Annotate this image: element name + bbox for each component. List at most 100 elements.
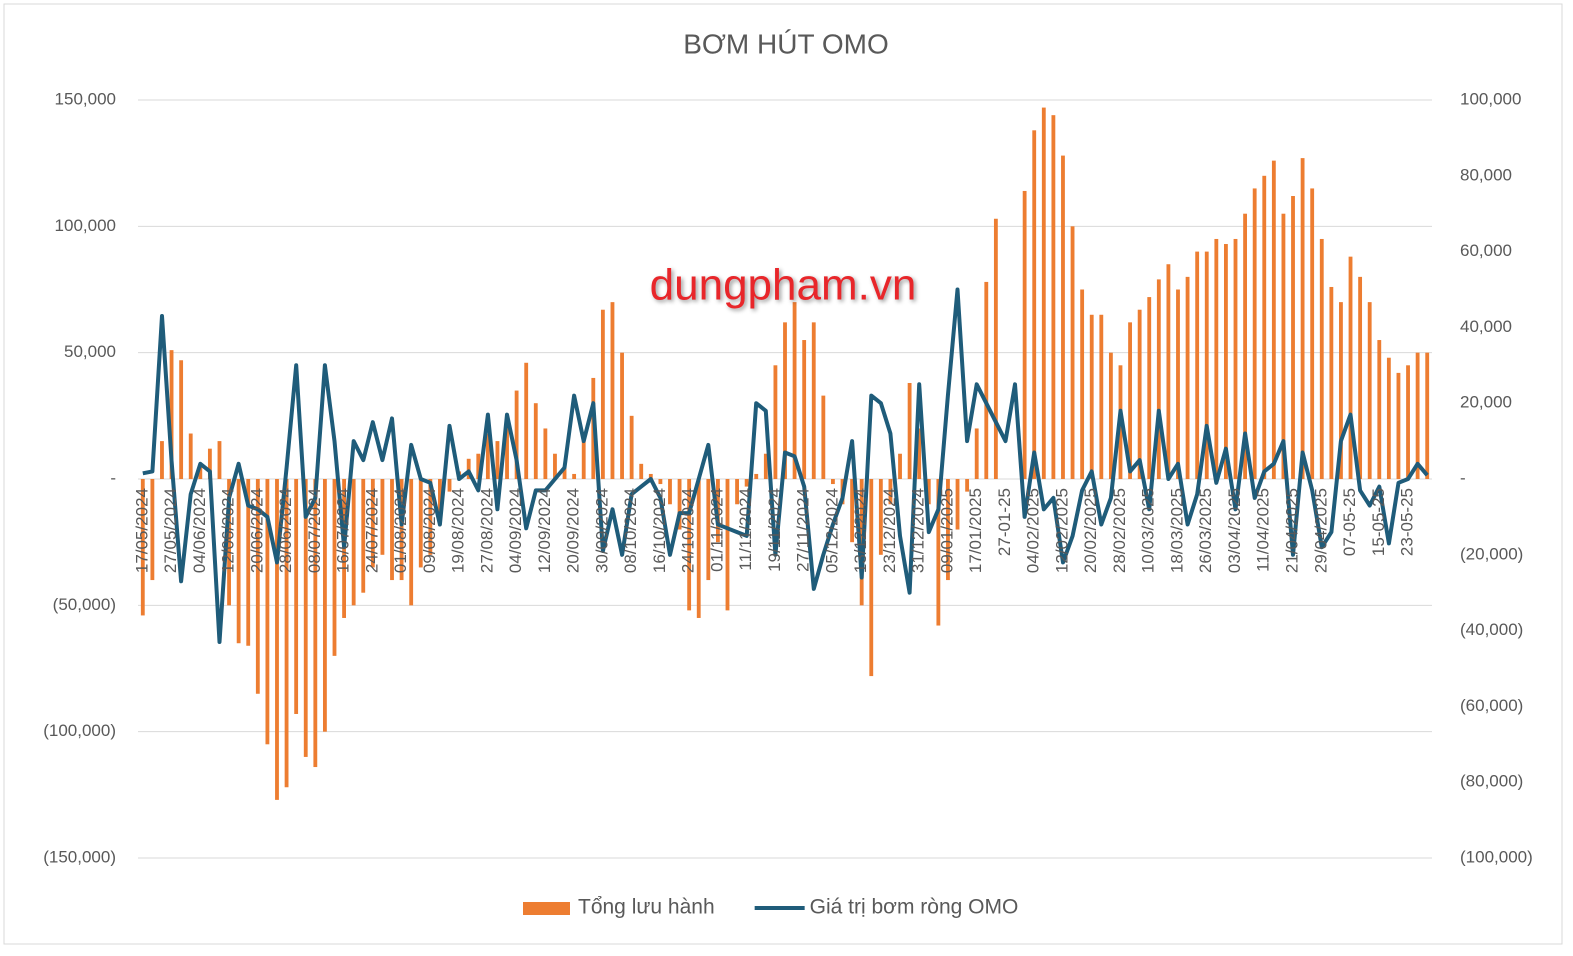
legend-label: Giá trị bơm ròng OMO	[810, 896, 1019, 919]
bar	[1271, 160, 1276, 479]
bar	[773, 365, 778, 479]
x-tick-label: 08/10/2024	[621, 488, 640, 573]
x-tick-label: 23-05-25	[1398, 488, 1417, 556]
bar	[322, 479, 327, 732]
x-tick-label: 31/12/2024	[909, 488, 928, 573]
bar	[744, 479, 749, 487]
bar	[1204, 251, 1209, 479]
y-tick-label: 150,000	[55, 89, 116, 108]
x-tick-label: 08/07/2024	[305, 488, 324, 573]
bar	[514, 390, 519, 479]
x-tick-label: 12/02/2025	[1052, 488, 1071, 573]
x-tick-label: 21/04/2025	[1282, 488, 1301, 573]
bar	[1128, 322, 1132, 479]
bar	[1185, 276, 1190, 479]
bar	[265, 479, 270, 745]
bar	[1310, 188, 1315, 479]
bar	[533, 403, 538, 479]
bar	[236, 479, 241, 644]
bar	[1156, 279, 1161, 479]
y2-tick-label: (20,000)	[1460, 544, 1523, 563]
bar	[1032, 130, 1037, 479]
bar	[140, 479, 145, 616]
y2-tick-label: (100,000)	[1460, 847, 1533, 866]
bar	[1070, 226, 1075, 479]
bar	[1415, 352, 1420, 479]
bar	[888, 479, 893, 505]
bar	[495, 441, 500, 479]
x-tick-label: 05/12/2024	[822, 488, 841, 573]
bar	[1291, 196, 1295, 479]
bar	[1377, 340, 1382, 479]
y2-tick-label: (60,000)	[1460, 696, 1523, 715]
bar	[620, 352, 624, 479]
x-tick-label: 19/11/2024	[765, 488, 784, 572]
bar	[1319, 238, 1324, 479]
bar	[696, 479, 701, 618]
bar	[1367, 302, 1372, 479]
bar	[505, 415, 509, 479]
bar	[658, 479, 663, 485]
x-tick-label: 18/03/2025	[1167, 488, 1186, 573]
bar	[955, 479, 960, 530]
bar	[428, 479, 433, 555]
bar	[974, 428, 979, 479]
x-tick-label: 12/06/2024	[219, 488, 238, 573]
x-tick-label: 20/09/2024	[564, 488, 583, 573]
bar	[1386, 357, 1391, 479]
x-tick-label: 11/04/2025	[1254, 488, 1273, 572]
bar	[1300, 158, 1305, 479]
bar	[735, 479, 739, 505]
bar	[1348, 256, 1353, 479]
bar	[303, 479, 308, 757]
bar	[160, 441, 164, 479]
x-tick-label: 23/12/2024	[880, 488, 899, 573]
bar	[1166, 264, 1171, 479]
bar	[811, 322, 816, 479]
x-tick-label: 24/07/2024	[362, 488, 381, 573]
bar	[677, 479, 682, 530]
bar	[878, 479, 883, 555]
y2-tick-label: 60,000	[1460, 241, 1512, 260]
bar	[524, 362, 529, 479]
bar	[1080, 289, 1085, 479]
bar	[438, 479, 442, 517]
x-tick-label: 03/04/2025	[1225, 488, 1244, 573]
y-tick-label: (150,000)	[43, 847, 116, 866]
x-tick-label: 29/04/2025	[1311, 488, 1330, 573]
x-tick-label: 13/12/2024	[851, 488, 870, 573]
bar	[1041, 107, 1046, 479]
bar	[763, 453, 768, 479]
bar	[572, 473, 577, 479]
x-tick-label: 04/06/2024	[190, 488, 209, 573]
bar	[1281, 213, 1286, 479]
legend: Tổng lưu hành Giá trị bơm ròng OMO	[523, 896, 1018, 919]
bar	[1214, 238, 1219, 479]
bar	[850, 479, 855, 543]
bar	[553, 453, 557, 479]
bar	[965, 479, 970, 492]
bar	[188, 433, 193, 479]
bar	[1396, 372, 1401, 479]
x-tick-label: 10/03/2025	[1139, 488, 1158, 573]
bar	[207, 448, 212, 479]
x-tick-label: 16/07/2024	[334, 488, 353, 573]
bar	[946, 479, 950, 581]
y2-tick-label: (80,000)	[1460, 772, 1523, 791]
bar	[1051, 115, 1056, 479]
bar	[1022, 190, 1027, 479]
bar	[409, 479, 414, 606]
bar	[1406, 365, 1410, 479]
bar	[399, 479, 404, 581]
x-tick-label: 04/02/2025	[1024, 488, 1043, 573]
bar	[1089, 314, 1094, 479]
bar	[668, 479, 672, 505]
watermark: dungpham.vn	[650, 261, 917, 310]
chart-title: BƠM HÚT OMO	[683, 28, 889, 59]
x-tick-label: 09/01/2025	[937, 488, 956, 573]
bar	[284, 479, 289, 788]
bar	[361, 479, 366, 593]
bar	[1224, 244, 1228, 479]
bar	[562, 466, 567, 479]
bar	[351, 479, 356, 606]
